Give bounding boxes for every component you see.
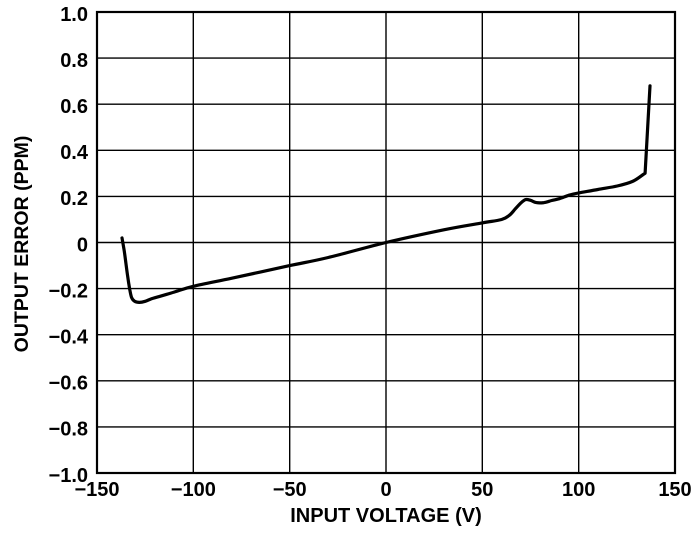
svg-text:0.2: 0.2 <box>60 188 88 210</box>
svg-text:OUTPUT ERROR (PPM): OUTPUT ERROR (PPM) <box>11 136 33 353</box>
svg-text:0.4: 0.4 <box>60 142 89 164</box>
svg-text:100: 100 <box>562 479 595 501</box>
svg-text:150: 150 <box>658 479 691 501</box>
svg-text:−1.0: −1.0 <box>49 465 88 487</box>
svg-text:INPUT VOLTAGE (V): INPUT VOLTAGE (V) <box>290 505 481 527</box>
svg-text:−0.8: −0.8 <box>49 419 88 441</box>
svg-text:1.0: 1.0 <box>60 4 88 26</box>
svg-text:0.6: 0.6 <box>60 96 88 118</box>
svg-text:−0.4: −0.4 <box>49 326 89 348</box>
svg-text:−0.2: −0.2 <box>49 280 88 302</box>
svg-text:−0.6: −0.6 <box>49 373 88 395</box>
svg-text:0: 0 <box>380 479 391 501</box>
svg-text:0: 0 <box>77 234 88 256</box>
svg-text:−50: −50 <box>273 479 307 501</box>
svg-text:50: 50 <box>471 479 493 501</box>
svg-text:0.8: 0.8 <box>60 50 88 72</box>
svg-text:−100: −100 <box>171 479 216 501</box>
